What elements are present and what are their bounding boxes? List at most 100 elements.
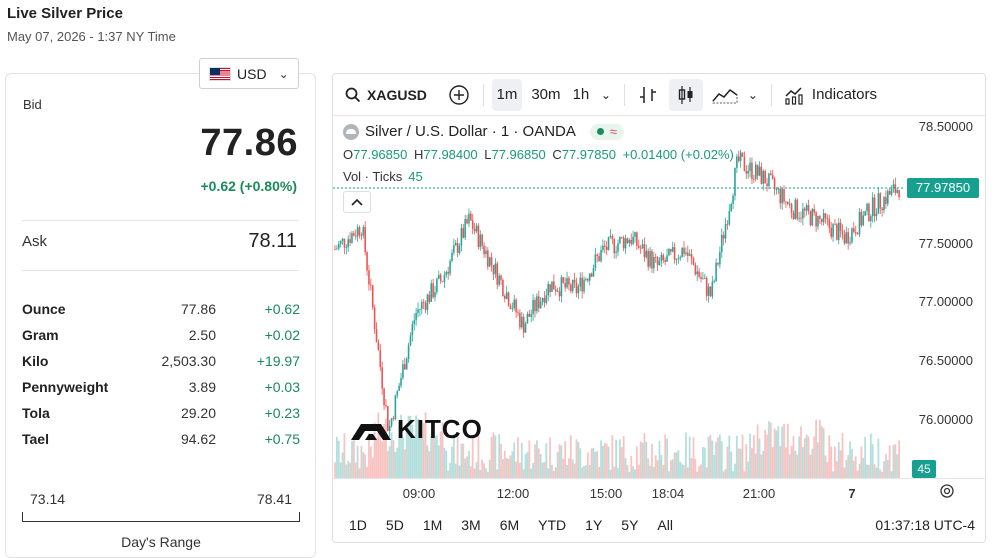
compare-button[interactable] — [443, 79, 475, 111]
range-ytd[interactable]: YTD — [538, 517, 567, 533]
volume-bar — [641, 442, 644, 478]
candle-body — [645, 250, 648, 258]
candle-body — [811, 209, 814, 226]
range-6m[interactable]: 6M — [499, 517, 520, 533]
range-5d[interactable]: 5D — [385, 517, 404, 533]
market-status-badge: ≈ — [589, 123, 625, 140]
volume-bar — [634, 469, 636, 478]
candle-body — [602, 245, 604, 251]
volume-bar — [537, 448, 540, 478]
price-axis-label: 76.00000 — [918, 412, 973, 427]
candle-body — [870, 216, 872, 222]
candle-body — [637, 246, 640, 248]
volume-bar — [468, 450, 470, 478]
candle-body — [345, 247, 348, 248]
candle-body — [813, 209, 816, 213]
range-3m[interactable]: 3M — [461, 517, 481, 533]
volume-bar — [785, 447, 787, 478]
candle-body — [743, 156, 746, 171]
candle-body — [853, 228, 855, 232]
candle-body — [822, 213, 825, 223]
candles-chart-type-button[interactable] — [668, 78, 703, 111]
page-title: Live Silver Price — [7, 5, 123, 22]
bar-chart-type-button[interactable] — [633, 79, 663, 111]
chart-settings-gear-icon[interactable] — [939, 483, 955, 499]
time-axis: 09:00 12:00 15:00 18:04 21:00 7 — [333, 478, 985, 502]
unit-change: +0.03 — [264, 379, 300, 395]
price-axis-label: 77.00000 — [918, 294, 973, 309]
volume-bar — [566, 464, 568, 478]
candle-body — [630, 240, 633, 244]
indicators-button[interactable]: Indicators — [780, 79, 881, 111]
volume-bar — [671, 459, 674, 478]
current-volume-badge: 45 — [912, 460, 936, 478]
candle-body — [807, 205, 810, 212]
chevron-down-icon: ⌄ — [278, 66, 289, 81]
volume-bar — [779, 446, 782, 478]
range-1y[interactable]: 1Y — [585, 517, 603, 533]
volume-bar — [717, 437, 719, 478]
volume-bar — [668, 471, 670, 478]
interval-1h[interactable]: 1h — [572, 86, 590, 103]
chart-type-dropdown[interactable]: ⌄ — [743, 79, 763, 111]
range-5y[interactable]: 5Y — [621, 517, 639, 533]
volume-bar — [873, 464, 876, 478]
candle-body — [471, 220, 474, 230]
toolbar-separator — [770, 83, 772, 106]
volume-bar — [751, 448, 753, 478]
candle-body — [364, 226, 366, 253]
range-1m[interactable]: 1M — [422, 517, 443, 533]
volume-bar — [518, 463, 521, 478]
volume-bar — [449, 462, 451, 478]
range-all[interactable]: All — [657, 517, 673, 533]
candle-body — [741, 152, 744, 157]
interval-1m[interactable]: 1m — [491, 78, 522, 111]
interval-dropdown[interactable]: ⌄ — [596, 79, 616, 111]
candle-body — [817, 216, 819, 227]
price-axis-label: 76.50000 — [918, 353, 973, 368]
candle-body — [792, 212, 795, 219]
volume-bar — [509, 455, 512, 478]
currency-select[interactable]: USD ⌄ — [199, 58, 299, 89]
volume-bar — [805, 434, 808, 478]
candle-body — [462, 228, 465, 238]
candle-body — [775, 188, 778, 190]
volume-bar — [603, 443, 606, 478]
candle-body — [871, 197, 874, 217]
chart-canvas[interactable] — [333, 74, 986, 543]
volume-bar — [615, 439, 618, 478]
interval-30m[interactable]: 30m — [531, 86, 561, 103]
candle-body — [854, 231, 857, 234]
candle-body — [498, 275, 500, 285]
volume-bar — [454, 463, 457, 478]
volume-bar — [500, 443, 502, 478]
volume-bar — [660, 455, 663, 478]
area-chart-type-button[interactable] — [707, 79, 743, 111]
volume-bar — [847, 455, 850, 478]
ohlc-change: +0.01400 (+0.02%) — [622, 147, 734, 162]
candle-body — [587, 279, 589, 281]
volume-bar — [485, 468, 487, 478]
candle-body — [434, 292, 436, 298]
volume-bar — [834, 446, 836, 478]
volume-bar — [635, 446, 638, 478]
ohlc-low-label: L — [484, 147, 492, 162]
candle-body — [617, 243, 619, 252]
range-1d[interactable]: 1D — [349, 517, 367, 533]
candle-body — [649, 251, 651, 267]
symbol-search[interactable]: XAGUSD — [341, 79, 431, 111]
candle-body — [781, 189, 783, 204]
volume-bar — [511, 451, 514, 478]
chart-legend-title: Silver / U.S. Dollar · 1 · OANDA ≈ — [343, 123, 625, 140]
candle-body — [736, 156, 738, 168]
volume-bar — [773, 428, 776, 478]
candle-body — [766, 183, 768, 186]
volume-bar — [632, 466, 634, 478]
volume-bar — [556, 452, 559, 478]
candle-body — [824, 213, 827, 219]
volume-bar — [883, 461, 885, 478]
collapse-legend-button[interactable] — [343, 191, 371, 213]
unit-change: +0.62 — [264, 301, 300, 317]
volume-bar — [666, 438, 668, 478]
volume-bar — [483, 463, 485, 478]
